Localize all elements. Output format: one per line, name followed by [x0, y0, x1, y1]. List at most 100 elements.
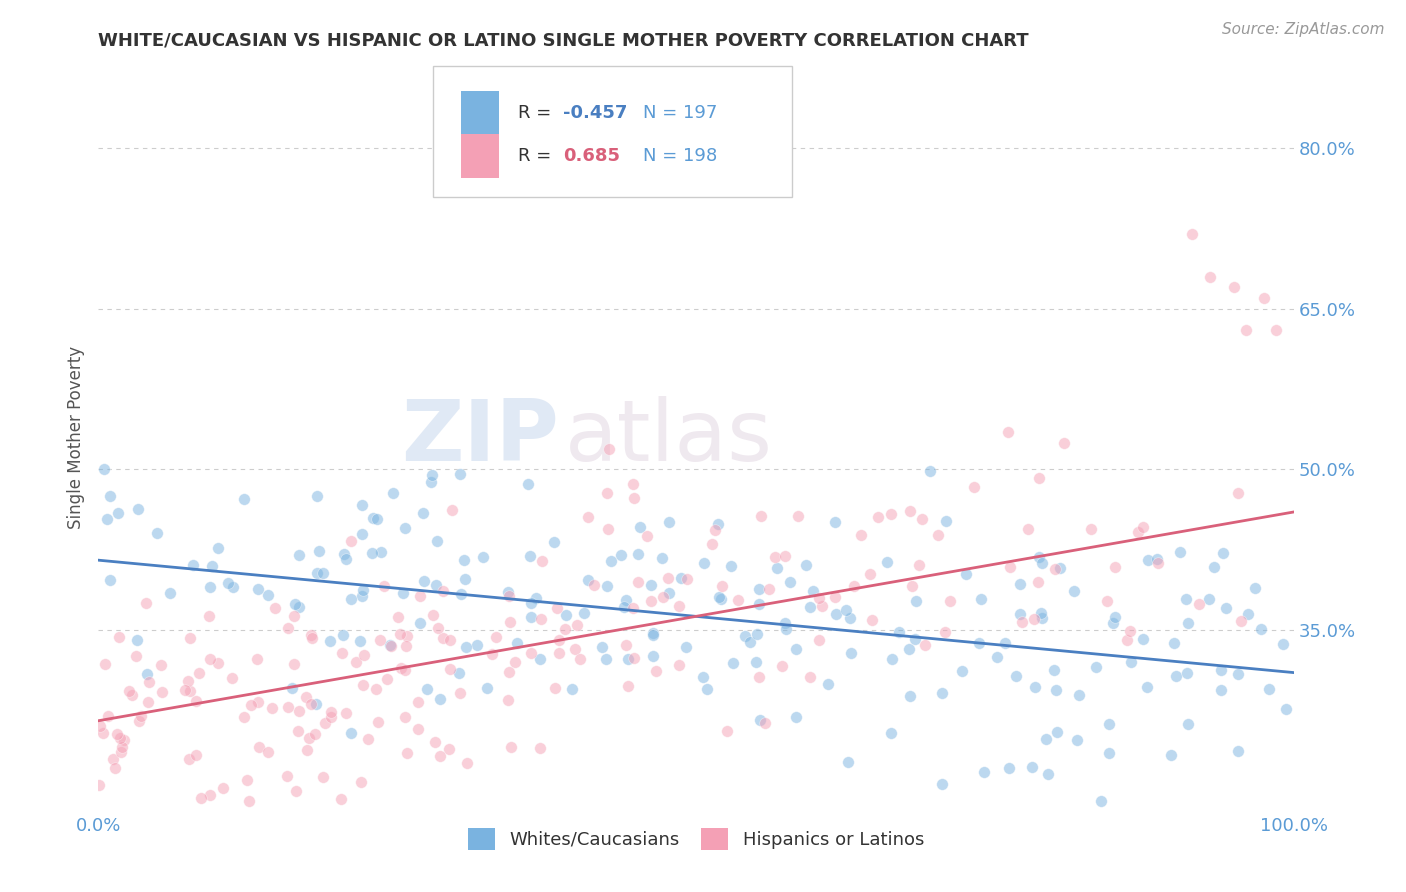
Point	[1223, 280, 1246, 294]
Text: Source: ZipAtlas.com: Source: ZipAtlas.com	[1222, 22, 1385, 37]
Point	[314, 716, 336, 731]
Point	[839, 646, 862, 660]
Point	[1098, 746, 1121, 760]
Point	[299, 628, 322, 642]
Point	[1250, 623, 1272, 637]
Point	[288, 549, 311, 563]
Point	[1104, 609, 1126, 624]
Point	[1035, 731, 1057, 746]
Point	[596, 579, 619, 593]
Point	[406, 722, 429, 736]
Point	[837, 755, 859, 769]
Point	[112, 732, 135, 747]
Point	[301, 631, 323, 645]
Point	[591, 640, 613, 654]
Point	[276, 769, 298, 783]
Point	[221, 671, 243, 685]
Point	[531, 553, 554, 567]
Point	[544, 681, 567, 696]
Point	[449, 665, 471, 680]
Point	[353, 648, 375, 662]
Point	[247, 695, 270, 709]
Point	[1211, 683, 1233, 698]
Point	[94, 657, 117, 672]
Point	[481, 647, 503, 661]
Point	[333, 547, 356, 561]
Point	[1166, 669, 1188, 683]
Point	[394, 663, 416, 677]
Point	[710, 592, 733, 607]
Point	[1046, 724, 1069, 739]
Point	[1119, 655, 1142, 669]
Point	[711, 579, 734, 593]
Point	[378, 639, 401, 653]
Point	[702, 537, 724, 551]
Point	[1177, 616, 1199, 631]
Point	[1275, 702, 1298, 716]
Point	[1021, 760, 1043, 774]
Point	[207, 541, 229, 555]
Point	[287, 705, 309, 719]
Point	[1101, 616, 1123, 631]
Point	[652, 590, 675, 604]
Point	[529, 741, 551, 756]
Text: 0.685: 0.685	[564, 146, 620, 165]
Point	[1031, 556, 1053, 570]
Point	[198, 580, 221, 594]
Point	[561, 682, 583, 697]
Point	[375, 673, 398, 687]
Point	[1271, 637, 1294, 651]
FancyBboxPatch shape	[461, 134, 499, 178]
Point	[98, 573, 121, 587]
Point	[997, 425, 1019, 439]
Point	[370, 545, 392, 559]
Point	[429, 748, 451, 763]
FancyBboxPatch shape	[461, 91, 499, 135]
Point	[352, 498, 374, 512]
Point	[529, 652, 551, 666]
Point	[1028, 574, 1050, 589]
Point	[280, 681, 302, 695]
Point	[159, 585, 181, 599]
Text: -0.457: -0.457	[564, 104, 627, 122]
Point	[295, 690, 318, 704]
Point	[807, 632, 830, 647]
Point	[939, 593, 962, 607]
Point	[1147, 556, 1170, 570]
Point	[1063, 584, 1085, 599]
Point	[600, 554, 623, 568]
Point	[429, 692, 451, 706]
Point	[801, 583, 824, 598]
Point	[198, 788, 221, 802]
Point	[882, 652, 904, 666]
Point	[934, 625, 956, 640]
Point	[361, 546, 384, 560]
Point	[1229, 614, 1251, 628]
Point	[931, 777, 953, 791]
Point	[1095, 593, 1118, 607]
Point	[485, 630, 508, 644]
Point	[129, 709, 152, 723]
Point	[516, 477, 538, 491]
Point	[285, 784, 308, 798]
Point	[127, 632, 149, 647]
Point	[709, 591, 731, 605]
Point	[773, 615, 796, 630]
Point	[1181, 227, 1204, 241]
Point	[127, 501, 149, 516]
Point	[394, 521, 416, 535]
Point	[692, 670, 714, 684]
Point	[498, 665, 520, 679]
Point	[1253, 291, 1275, 305]
Text: N = 198: N = 198	[644, 146, 717, 165]
Point	[748, 582, 770, 596]
Point	[179, 684, 201, 698]
Point	[636, 529, 658, 543]
Point	[749, 713, 772, 727]
Point	[935, 514, 957, 528]
Point	[876, 555, 898, 569]
Point	[519, 646, 541, 660]
Point	[319, 709, 342, 723]
Point	[1177, 716, 1199, 731]
Point	[437, 742, 460, 756]
